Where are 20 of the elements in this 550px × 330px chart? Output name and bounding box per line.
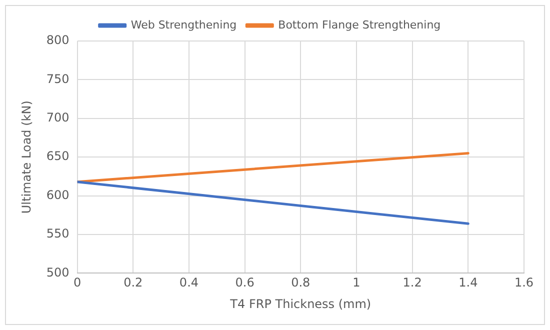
y-tick-label: 750 (46, 72, 70, 86)
y-tick-label: 550 (46, 226, 70, 241)
y-tick-label: 600 (46, 188, 70, 202)
y-axis-title: Ultimate Load (kN) (19, 100, 34, 214)
x-axis-title: T4 FRP Thickness (mm) (229, 296, 372, 311)
y-tick-label: 500 (46, 265, 70, 280)
legend-label: Web Strengthening (130, 18, 237, 32)
x-tick-label: 0.4 (179, 276, 199, 290)
x-tick-label: 1 (352, 276, 360, 290)
y-tick-label: 800 (46, 33, 70, 48)
x-tick-label: 0 (73, 276, 82, 290)
x-tick-label: 1.6 (514, 276, 534, 290)
x-tick-label: 0.8 (291, 276, 310, 290)
x-tick-label: 0.2 (124, 276, 143, 290)
x-tick-label: 1.4 (458, 276, 478, 290)
legend-label: Bottom Flange Strengthening (278, 18, 441, 32)
x-tick-label: 0.6 (235, 276, 254, 290)
y-tick-label: 700 (46, 110, 70, 125)
x-tick-label: 1.2 (402, 276, 422, 290)
y-tick-label: 650 (46, 149, 70, 164)
